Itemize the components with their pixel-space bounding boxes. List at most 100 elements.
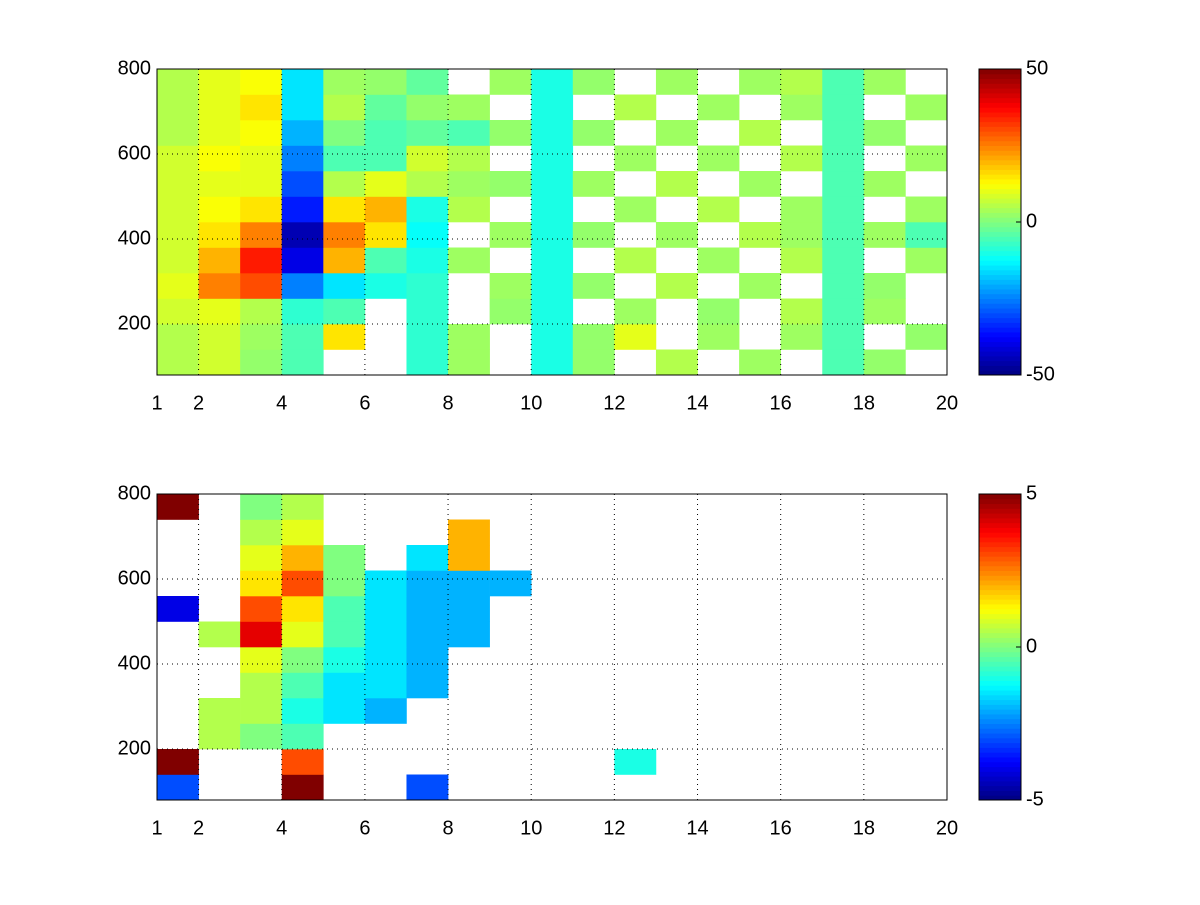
heat-cell (281, 94, 324, 121)
colorbar-step (979, 135, 1021, 142)
heat-cell (489, 273, 532, 299)
colorbar-step (979, 508, 1021, 514)
heat-cell (157, 273, 199, 299)
colorbar-step (979, 546, 1021, 552)
heat-cell (822, 171, 865, 197)
colorbar-step (979, 527, 1021, 533)
heat-cell (281, 494, 324, 520)
colorbar-step (979, 503, 1021, 509)
heat-cell (157, 69, 199, 95)
heat-cell (489, 69, 532, 95)
heat-cell (157, 494, 199, 520)
colorbar-step (979, 336, 1021, 343)
heat-cell (240, 171, 283, 197)
colorbar-step (979, 599, 1021, 605)
heat-cell (780, 69, 823, 95)
heat-cell (822, 196, 865, 223)
colorbar-step (979, 670, 1021, 677)
colorbar-step (979, 298, 1021, 304)
heat-cell (281, 774, 324, 801)
heat-cell (281, 349, 324, 376)
heat-cell (240, 672, 283, 699)
heat-cell (281, 672, 324, 699)
heat-cell (323, 145, 366, 172)
colorbar-step (979, 699, 1021, 705)
colorbar-step (979, 188, 1021, 194)
heat-cell (240, 120, 283, 146)
heat-cell (655, 222, 698, 248)
heat-cell (531, 69, 574, 95)
heat-cell (364, 222, 407, 248)
heat-cell (281, 120, 324, 146)
heat-cell (198, 69, 241, 95)
colorbar-tick-label: 50 (1026, 57, 1048, 79)
heat-cell (406, 298, 449, 325)
axes-box (156, 493, 948, 801)
heat-cell (364, 698, 407, 724)
heat-cell (489, 171, 532, 197)
heat-cell (240, 247, 283, 274)
heat-cell (323, 596, 366, 622)
colorbar-step (979, 78, 1021, 84)
heat-cell (531, 94, 574, 121)
heat-cell (572, 171, 615, 197)
colorbar-step (979, 327, 1021, 333)
heat-cell (822, 120, 865, 146)
colorbar-step (979, 637, 1021, 643)
heat-cell (614, 298, 657, 325)
heat-cell (198, 298, 241, 325)
heat-cell (406, 324, 449, 350)
colorbar-tick-label: 0 (1026, 210, 1037, 232)
colorbar-step (979, 532, 1021, 538)
colorbar-step (979, 575, 1021, 581)
x-tick-label: 8 (442, 817, 453, 839)
colorbar-step (979, 627, 1021, 634)
heat-cell (448, 171, 490, 197)
heat-cell (157, 196, 199, 223)
x-tick-label: 10 (520, 817, 542, 839)
heat-cell (157, 596, 199, 622)
x-tick-label: 6 (359, 392, 370, 414)
heat-cell (198, 120, 241, 146)
heat-cell (364, 171, 407, 197)
heat-cell (822, 69, 865, 95)
heat-cell (531, 196, 574, 223)
heat-cell (157, 145, 199, 172)
heat-cell (240, 94, 283, 121)
heat-cell (863, 349, 906, 376)
heat-cell (655, 273, 698, 299)
heat-cell (323, 94, 366, 121)
heat-cell (240, 698, 283, 724)
heat-cell (739, 222, 781, 248)
heat-cell (157, 774, 199, 801)
colorbar-step (979, 785, 1021, 791)
colorbar-step (979, 183, 1021, 190)
heat-cell (531, 349, 574, 376)
colorbar-step (979, 346, 1021, 352)
heat-cell (739, 120, 781, 146)
colorbar-step (979, 202, 1021, 209)
colorbar-step (979, 322, 1021, 328)
heat-cell (198, 349, 241, 376)
x-tick-label: 18 (853, 392, 875, 414)
heat-cell (406, 672, 449, 699)
x-tick-label: 16 (770, 392, 792, 414)
colorbar-step (979, 226, 1021, 233)
colorbar-step (979, 632, 1021, 638)
heat-cell (655, 349, 698, 376)
colorbar-step (979, 116, 1021, 123)
heat-cell (406, 222, 449, 248)
colorbar-step (979, 709, 1021, 715)
heat-cell (822, 145, 865, 172)
colorbar-step (979, 97, 1021, 103)
heat-cell (406, 647, 449, 673)
colorbar-step (979, 513, 1021, 519)
heat-cell (281, 570, 324, 597)
colorbar-tick-label: -5 (1026, 788, 1044, 810)
heat-cell (323, 120, 366, 146)
heat-cell (281, 222, 324, 248)
colorbar-step (979, 288, 1021, 295)
colorbar-step (979, 365, 1021, 371)
heat-cell (822, 94, 865, 121)
heat-cell (863, 298, 906, 325)
